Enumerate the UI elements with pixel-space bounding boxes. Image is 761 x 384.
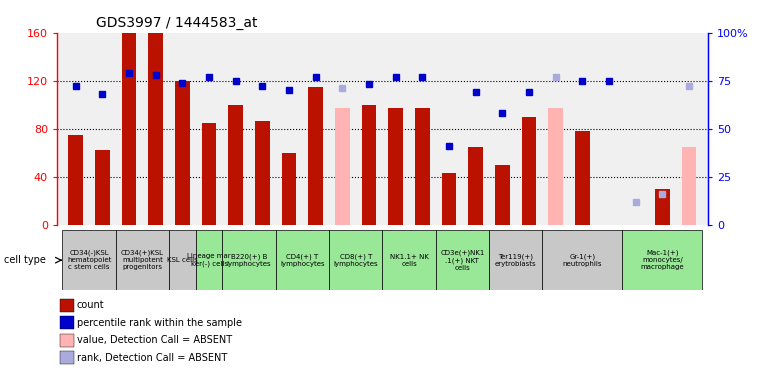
Bar <box>441 173 457 225</box>
Text: Ter119(+)
erytroblasts: Ter119(+) erytroblasts <box>495 253 537 267</box>
Bar <box>68 135 83 225</box>
Text: rank, Detection Call = ABSENT: rank, Detection Call = ABSENT <box>77 353 227 363</box>
Bar <box>622 230 702 290</box>
Text: cell type: cell type <box>4 255 46 265</box>
Bar <box>308 87 323 225</box>
Bar <box>275 230 329 290</box>
Text: KSL cells: KSL cells <box>167 257 198 263</box>
Bar <box>522 117 537 225</box>
Text: Mac-1(+)
monocytes/
macrophage: Mac-1(+) monocytes/ macrophage <box>641 250 684 270</box>
Bar <box>682 147 696 225</box>
Bar <box>361 105 377 225</box>
Text: NK1.1+ NK
cells: NK1.1+ NK cells <box>390 254 428 266</box>
Bar <box>169 230 196 290</box>
Text: Lineage mar
ker(-) cells: Lineage mar ker(-) cells <box>187 253 231 267</box>
Text: CD34(-)KSL
hematopoiet
c stem cells: CD34(-)KSL hematopoiet c stem cells <box>67 250 111 270</box>
Bar <box>202 122 216 225</box>
Bar <box>148 33 163 225</box>
Text: CD8(+) T
lymphocytes: CD8(+) T lymphocytes <box>333 253 378 267</box>
Text: Gr-1(+)
neutrophils: Gr-1(+) neutrophils <box>562 253 602 267</box>
Bar <box>222 230 275 290</box>
Bar <box>335 108 350 225</box>
Bar <box>60 334 74 347</box>
Text: CD4(+) T
lymphocytes: CD4(+) T lymphocytes <box>280 253 325 267</box>
Text: B220(+) B
lymphocytes: B220(+) B lymphocytes <box>227 253 272 267</box>
Bar <box>196 230 222 290</box>
Bar <box>60 299 74 312</box>
Bar <box>655 189 670 225</box>
Bar <box>95 150 110 225</box>
Bar <box>62 230 116 290</box>
Bar <box>489 230 543 290</box>
Bar <box>60 351 74 364</box>
Bar <box>282 153 296 225</box>
Text: CD3e(+)NK1
.1(+) NKT
cells: CD3e(+)NK1 .1(+) NKT cells <box>440 250 485 271</box>
Bar <box>549 111 563 225</box>
Bar <box>255 121 269 225</box>
Bar <box>543 230 622 290</box>
Bar <box>436 230 489 290</box>
Bar <box>175 81 189 225</box>
Bar <box>575 131 590 225</box>
Bar <box>122 33 136 225</box>
Bar <box>329 230 382 290</box>
Bar <box>60 316 74 329</box>
Text: count: count <box>77 300 104 310</box>
Bar <box>116 230 169 290</box>
Text: value, Detection Call = ABSENT: value, Detection Call = ABSENT <box>77 335 232 345</box>
Bar <box>469 147 483 225</box>
Text: CD34(+)KSL
multipotent
progenitors: CD34(+)KSL multipotent progenitors <box>121 250 164 270</box>
Bar <box>415 108 430 225</box>
Bar <box>388 108 403 225</box>
Bar <box>495 165 510 225</box>
Bar <box>382 230 436 290</box>
Bar <box>228 105 243 225</box>
Text: percentile rank within the sample: percentile rank within the sample <box>77 318 242 328</box>
Text: GDS3997 / 1444583_at: GDS3997 / 1444583_at <box>96 16 258 30</box>
Bar <box>549 108 563 225</box>
